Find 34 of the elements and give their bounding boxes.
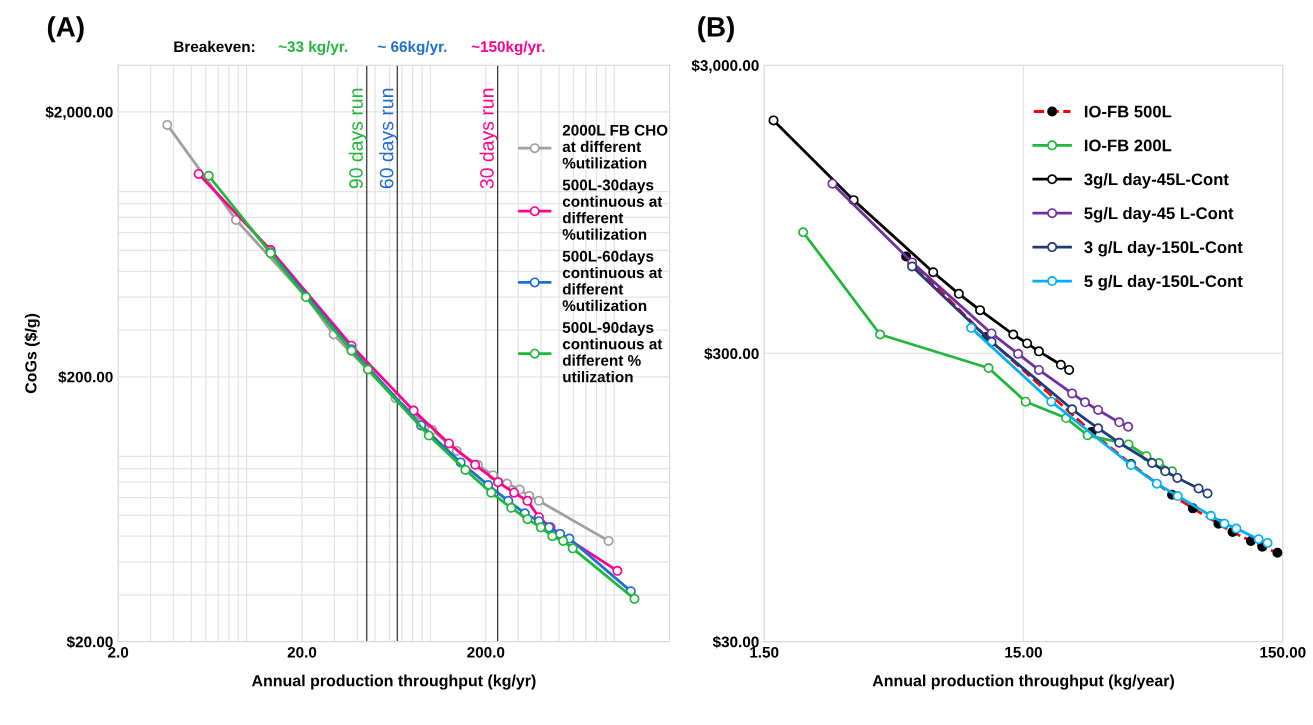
- x-tick-label: 150.00: [1260, 646, 1306, 658]
- legend-label: 2000L FB CHO at different %utilization: [562, 124, 668, 169]
- ref-line-label: 90 days run: [348, 88, 367, 189]
- y-tick-label: $30.00: [712, 635, 759, 649]
- y-tick-label: $200.00: [58, 370, 113, 384]
- legend-label: IO-FB 500L: [1084, 105, 1172, 118]
- y-tick-label: $300.00: [704, 347, 759, 361]
- legend-label: 5g/L day-45 L-Cont: [1084, 206, 1234, 223]
- ref-line-label: 30 days run: [479, 88, 498, 189]
- legend-label: 500L-60days continuous at different %utilization: [562, 250, 663, 312]
- text: ~33 kg/yr.: [278, 40, 348, 56]
- ref-line-label: 60 days run: [379, 88, 398, 189]
- legend-label: 3g/L day-45L-Cont: [1084, 172, 1229, 189]
- x-tick-label: 20.0: [287, 646, 317, 658]
- text: ~150kg/yr.: [471, 40, 545, 56]
- y-tick-label: $20.00: [66, 635, 113, 649]
- legend-label: 5 g/L day-150L-Cont: [1084, 274, 1243, 291]
- x-tick-label: 15.00: [1005, 646, 1042, 658]
- x-tick-label: 200.0: [467, 646, 505, 658]
- text: ~ 66kg/yr.: [377, 40, 447, 56]
- x-tick-label: 1.50: [750, 646, 779, 658]
- y-axis-title: CoGs ($/g): [24, 313, 40, 394]
- chart-title: (B): [698, 16, 734, 43]
- x-tick-label: 2.0: [108, 646, 129, 658]
- legend-label: IO-FB 200L: [1084, 139, 1172, 152]
- x-axis-title: Annual production throughput (kg/year): [872, 674, 1174, 690]
- x-axis-title: Annual production throughput (kg/yr): [251, 674, 536, 690]
- legend-label: 500L-30days continuous at different %utilization: [562, 179, 663, 240]
- legend-label: 500L-90days continuous at different % utilization: [562, 321, 663, 383]
- y-tick-label: $2,000.00: [45, 106, 113, 120]
- legend-label: 3 g/L day-150L-Cont: [1084, 240, 1243, 257]
- text: Breakeven:: [174, 40, 255, 53]
- chart-title: (A): [47, 16, 84, 43]
- y-tick-label: $3,000.00: [691, 59, 759, 74]
